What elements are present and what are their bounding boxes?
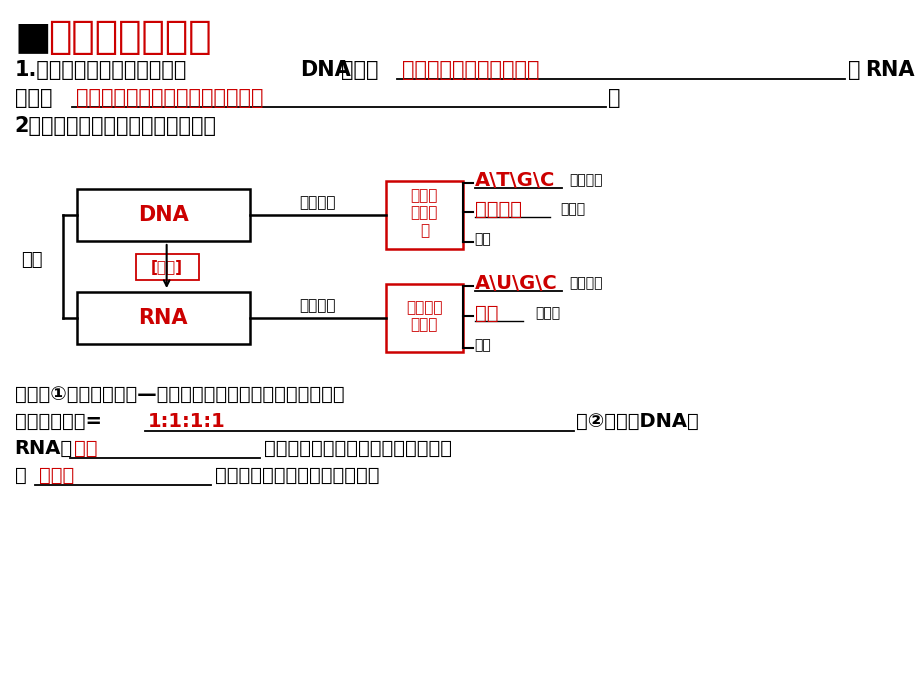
Text: 基本单位: 基本单位 [300,195,335,210]
Text: 五碳糖: 五碳糖 [534,306,560,320]
Text: 核酸: 核酸 [21,251,43,269]
Bar [76,189,250,241]
Text: 四种脱
氧核苷
酸: 四种脱 氧核苷 酸 [410,188,437,238]
Text: 细胞核、线粒体、叶绻体、核糖体: 细胞核、线粒体、叶绻体、核糖体 [75,88,263,108]
Text: 注意：①在核酸的单体—核苷酸分子中，磷酸基：含氮碷基：: 注意：①在核酸的单体—核苷酸分子中，磷酸基：含氮碷基： [15,385,344,404]
Text: A\T\G\C: A\T\G\C [474,170,554,190]
Text: [转录]: [转录] [151,259,183,275]
Text: 五碳糖数量比=: 五碳糖数量比= [15,412,108,431]
Text: 核糖: 核糖 [474,304,498,322]
Text: 基本单位: 基本单位 [300,298,335,313]
Text: ；: ； [847,60,859,80]
Text: 细胞核、线粒体、叶绻体: 细胞核、线粒体、叶绻体 [402,60,539,80]
Text: 1:1:1:1: 1:1:1:1 [148,412,226,431]
Text: 具有: 具有 [74,439,97,458]
Text: 分布于: 分布于 [15,88,52,108]
Text: RNA）: RNA） [15,439,73,458]
Text: 核酸知识梳理：: 核酸知识梳理： [49,18,212,56]
Text: 不具有: 不具有 [39,466,74,485]
Text: （具有或不具有）物种特异性。: （具有或不具有）物种特异性。 [215,466,380,485]
Text: ；②核酸（DNA、: ；②核酸（DNA、 [575,412,698,431]
Bar [76,292,250,344]
Text: DNA: DNA [138,205,188,225]
Text: 2、核酸的种类、组成及关系图解：: 2、核酸的种类、组成及关系图解： [15,116,216,136]
Text: 1.核酸在真核细胞中的分布：: 1.核酸在真核细胞中的分布： [15,60,187,80]
Text: 四种碷基: 四种碷基 [569,276,603,290]
Bar [135,254,199,280]
Text: 磷酸: 磷酸 [474,338,491,352]
Text: RNA: RNA [865,60,913,80]
Text: 脱氧核糖: 脱氧核糖 [474,199,521,219]
Text: 五碳糖: 五碳糖 [560,202,584,216]
Text: DNA: DNA [300,60,351,80]
Text: A\U\G\C: A\U\G\C [474,273,557,293]
Text: 。: 。 [607,88,620,108]
Bar [385,181,462,249]
Text: 磷酸: 磷酸 [474,232,491,246]
Text: RNA: RNA [139,308,187,328]
Text: 分布于: 分布于 [341,60,378,80]
Text: （具有或不具有）物种特异性，核苷: （具有或不具有）物种特异性，核苷 [263,439,451,458]
Bar [385,284,462,352]
Text: 四种碷基: 四种碷基 [569,173,603,187]
Text: 四种脱氧
核苷酸: 四种脱氧 核苷酸 [405,299,442,332]
Text: 酸: 酸 [15,466,27,485]
Text: ■: ■ [15,18,51,56]
